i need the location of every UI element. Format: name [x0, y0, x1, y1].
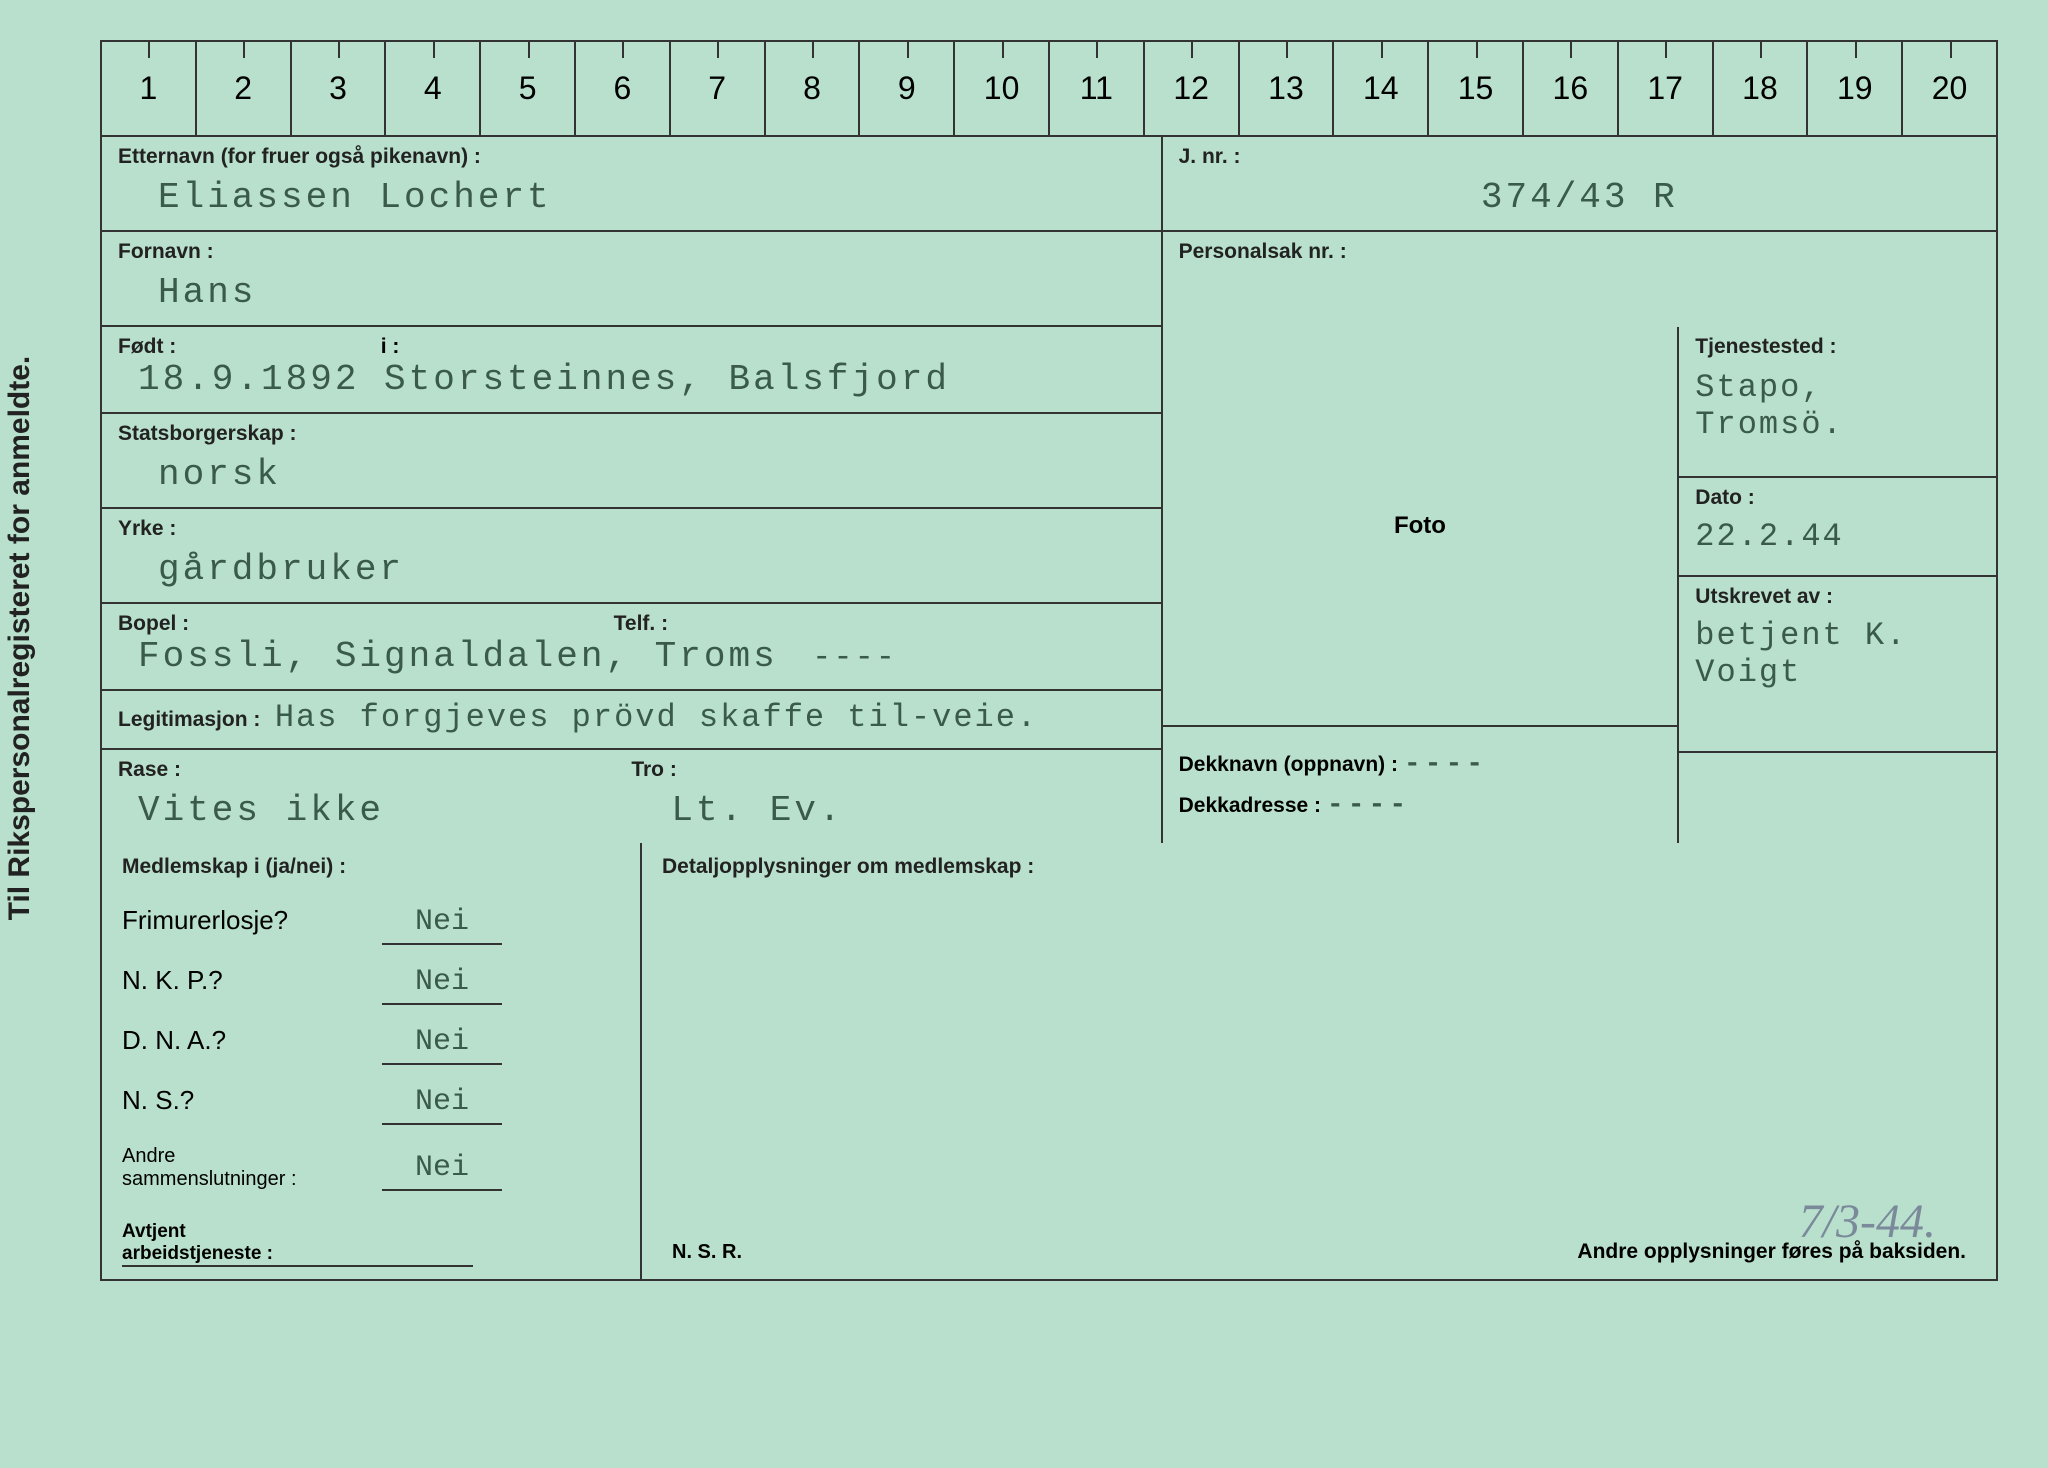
telf-value: ---- — [812, 639, 897, 676]
fodt-value: 18.9.1892 Storsteinnes, Balsfjord — [118, 359, 1145, 400]
medlemskap-header: Medlemskap i (ja/nei) : — [122, 855, 620, 879]
foto-box: Foto — [1163, 327, 1678, 727]
telf-label: Telf. : — [614, 612, 668, 635]
arbeid-label-top: Avtjent — [122, 1221, 620, 1243]
frimurer-value: Nei — [382, 905, 502, 945]
ruler-cell: 2 — [197, 42, 292, 135]
stats-value: norsk — [118, 454, 1145, 495]
andre-label-top: Andre — [122, 1145, 382, 1168]
ruler-cell: 12 — [1145, 42, 1240, 135]
bopel-label: Bopel : — [118, 612, 189, 635]
arbeid-label-bottom: arbeidstjeneste : — [122, 1243, 473, 1267]
form-grid: Etternavn (for fruer også pikenavn) : El… — [100, 135, 1998, 843]
bopel-value: Fossli, Signaldalen, Troms — [118, 636, 778, 677]
ruler-cell: 19 — [1808, 42, 1903, 135]
stats-label: Statsborgerskap : — [118, 422, 1145, 446]
jnr-label: J. nr. : — [1179, 145, 1980, 169]
ns-value: Nei — [382, 1085, 502, 1125]
nsr-label: N. S. R. — [672, 1241, 742, 1264]
dato-value: 22.2.44 — [1695, 518, 1980, 555]
pencil-date: 7/3-44. — [1799, 1194, 1936, 1249]
ruler-cell: 11 — [1050, 42, 1145, 135]
frimurer-label: Frimurerlosje? — [122, 905, 382, 936]
ruler-cell: 1 — [102, 42, 197, 135]
dekknavn-label: Dekknavn (oppnavn) : — [1179, 753, 1398, 776]
ruler-cell: 4 — [386, 42, 481, 135]
rase-label: Rase : — [118, 758, 631, 782]
fodt-label: Født : — [118, 335, 176, 358]
legit-value: Has forgjeves prövd skaffe til-veie. — [275, 699, 1038, 736]
ruler-cell: 5 — [481, 42, 576, 135]
foto-label: Foto — [1394, 512, 1446, 540]
dna-value: Nei — [382, 1025, 502, 1065]
ruler-cell: 13 — [1240, 42, 1335, 135]
dato-label: Dato : — [1695, 486, 1980, 510]
ruler-cell: 15 — [1429, 42, 1524, 135]
ruler-cell: 20 — [1903, 42, 1996, 135]
rase-value: Vites ikke — [118, 790, 631, 831]
fornavn-label: Fornavn : — [118, 240, 1145, 264]
andre-label-bottom: sammenslutninger : — [122, 1168, 382, 1191]
tjenestested-value: Stapo, Tromsö. — [1695, 369, 1980, 443]
nkp-label: N. K. P.? — [122, 965, 382, 996]
registration-card: Til Rikspersonalregisteret for anmeldte.… — [0, 0, 2048, 1468]
personalsak-label: Personalsak nr. : — [1179, 240, 1980, 264]
vertical-title: Til Rikspersonalregisteret for anmeldte. — [3, 356, 37, 921]
dekkadresse-value: ---- — [1327, 790, 1410, 821]
fornavn-value: Hans — [118, 272, 1145, 313]
yrke-label: Yrke : — [118, 517, 1145, 541]
ruler-cell: 10 — [955, 42, 1050, 135]
dekknavn-value: ---- — [1404, 749, 1487, 780]
tro-label: Tro : — [631, 758, 1144, 782]
nkp-value: Nei — [382, 965, 502, 1005]
tro-value: Lt. Ev. — [631, 790, 1144, 831]
etternavn-label: Etternavn (for fruer også pikenavn) : — [118, 145, 1145, 169]
ruler-cell: 18 — [1714, 42, 1809, 135]
ruler-cell: 8 — [766, 42, 861, 135]
ruler-cell: 17 — [1619, 42, 1714, 135]
jnr-value: 374/43 R — [1179, 177, 1980, 218]
ruler-cell: 7 — [671, 42, 766, 135]
dna-label: D. N. A.? — [122, 1025, 382, 1056]
tjenestested-label: Tjenestested : — [1695, 335, 1980, 359]
number-ruler: 1 2 3 4 5 6 7 8 9 10 11 12 13 14 15 16 1… — [100, 40, 1998, 135]
ruler-cell: 14 — [1334, 42, 1429, 135]
ruler-cell: 6 — [576, 42, 671, 135]
ruler-cell: 9 — [860, 42, 955, 135]
ruler-cell: 3 — [292, 42, 387, 135]
legit-label: Legitimasjon : — [118, 708, 260, 731]
utskrevet-label: Utskrevet av : — [1695, 585, 1980, 609]
etternavn-value: Eliassen Lochert — [118, 177, 1145, 218]
utskrevet-value: betjent K. Voigt — [1695, 617, 1980, 691]
yrke-value: gårdbruker — [118, 549, 1145, 590]
detalj-header: Detaljopplysninger om medlemskap : — [662, 855, 1976, 879]
ruler-cell: 16 — [1524, 42, 1619, 135]
membership-section: Medlemskap i (ja/nei) : Frimurerlosje? N… — [100, 843, 1998, 1281]
andre-value: Nei — [382, 1151, 502, 1191]
ns-label: N. S.? — [122, 1085, 382, 1116]
dekkadresse-label: Dekkadresse : — [1179, 794, 1321, 817]
fodt-sublabel: i : — [381, 335, 400, 359]
